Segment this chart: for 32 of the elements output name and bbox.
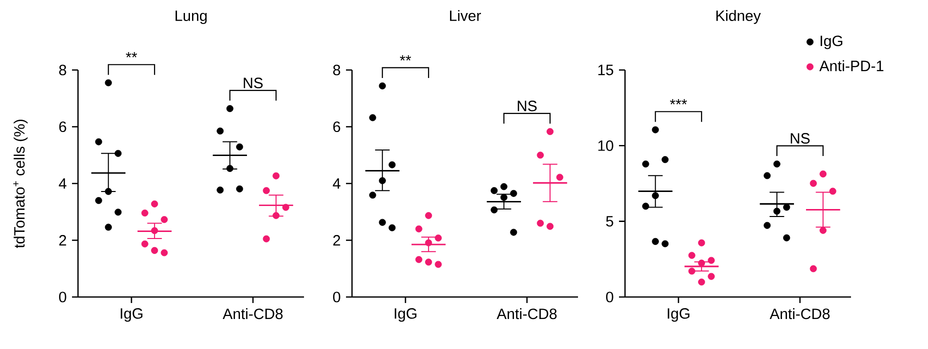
y-tick-label: 0 [59,292,66,302]
y-tick-label: 8 [59,64,66,76]
y-tick-label: 6 [59,121,66,132]
x-tick-label: Anti-CD8 [496,308,557,320]
y-tick-label: 2 [333,235,340,246]
x-tick-label: Anti-CD8 [222,308,283,320]
text: ** [400,55,412,61]
y-axis-title: tdTomato$^{+}$ cells (%) [13,120,28,248]
y-tick-label: 15 [598,64,614,76]
annotation: NS [518,100,537,112]
y-tick-label: 6 [333,121,340,132]
text: ** [126,52,138,58]
legend-label: Anti-PD-1 [819,60,884,72]
annotation: NS [790,133,810,144]
x-tick-label: IgG [668,308,690,322]
y-tick-label: 10 [598,140,614,151]
chart-title: Lung [176,10,207,24]
annotation: NS [244,78,263,88]
annotation: *** [670,99,687,104]
x-tick-label: Anti-CD8 [770,308,830,320]
y-tick-label: 0 [606,292,614,302]
chart-title: Liver [450,10,481,22]
chart-title: Kidney [716,10,761,24]
y-tick-label: 8 [333,64,340,76]
y-tick-label: 5 [606,216,614,227]
x-tick-label: IgG [394,308,416,322]
y-tick-label: 4 [58,178,66,189]
y-tick-label: 4 [332,178,340,189]
legend-label: IgG [820,36,842,50]
x-tick-label: IgG [120,308,142,322]
y-tick-label: 2 [59,235,66,246]
y-tick-label: 0 [333,292,340,302]
